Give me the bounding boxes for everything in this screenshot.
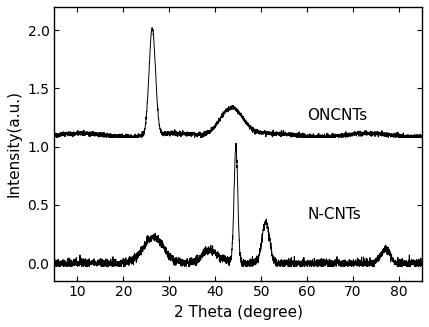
X-axis label: 2 Theta (degree): 2 Theta (degree) [174,305,303,320]
Text: ONCNTs: ONCNTs [307,108,367,123]
Text: N-CNTs: N-CNTs [307,207,361,222]
Y-axis label: Intensity(a.u.): Intensity(a.u.) [7,90,22,197]
